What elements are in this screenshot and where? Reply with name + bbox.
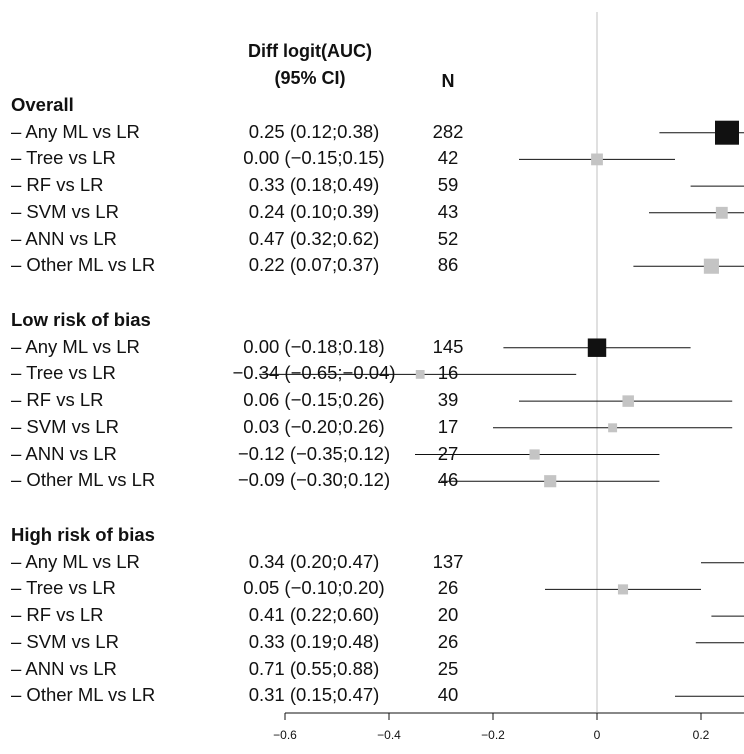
row-estimate-ci: 0.00 (−0.18;0.18) [243, 335, 385, 357]
forest-table: Diff logit(AUC) (95% CI) N Overall – Any … [0, 41, 480, 710]
row-estimate-ci: 0.33 (0.19;0.48) [248, 630, 380, 652]
row-estimate-ci: 0.22 (0.07;0.37) [248, 254, 380, 276]
point-estimate-square [544, 475, 557, 488]
forest-row: – Tree vs LR 0.05 (−0.10;0.20) 26 [0, 577, 480, 603]
row-estimate-ci: 0.47 (0.32;0.62) [248, 227, 380, 249]
forest-row: – SVM vs LR 0.24 (0.10;0.39) 43 [0, 201, 480, 227]
x-tick-label: −0.4 [377, 728, 401, 742]
diff-logit-header-line2: (95% CI) [274, 68, 346, 88]
forest-row: – ANN vs LR 0.71 (0.55;0.88) 25 [0, 658, 480, 684]
x-tick-label: 0 [594, 728, 601, 742]
row-label: – RF vs LR [11, 174, 104, 196]
forest-row: – SVM vs LR 0.03 (−0.20;0.26) 17 [0, 416, 480, 442]
row-n: 26 [437, 577, 459, 599]
row-label: – ANN vs LR [11, 442, 117, 464]
row-estimate-ci: 0.03 (−0.20;0.26) [243, 415, 385, 437]
row-n: 26 [437, 630, 459, 652]
row-label: – ANN vs LR [11, 657, 117, 679]
row-label: – Tree vs LR [11, 147, 116, 169]
forest-row: – RF vs LR 0.33 (0.18;0.49) 59 [0, 174, 480, 200]
row-label: – SVM vs LR [11, 630, 119, 652]
point-estimate-square [529, 449, 540, 460]
n-header: N [441, 71, 455, 91]
row-n: 137 [432, 550, 464, 572]
row-n: 46 [437, 469, 459, 491]
row-label: – Tree vs LR [11, 362, 116, 384]
x-tick-label: 0.2 [693, 728, 710, 742]
group-title: Low risk of bias [11, 309, 151, 330]
point-estimate-square [591, 153, 603, 166]
point-estimate-square [415, 370, 425, 379]
forest-row: – ANN vs LR 0.47 (0.32;0.62) 52 [0, 228, 480, 254]
row-n: 25 [437, 657, 459, 679]
row-n: 52 [437, 227, 459, 249]
forest-row: – Any ML vs LR 0.34 (0.20;0.47) 137 [0, 551, 480, 577]
diff-logit-header-line1: Diff logit(AUC) [248, 41, 372, 61]
row-label: – RF vs LR [11, 604, 104, 626]
x-tick-label: −0.6 [273, 728, 297, 742]
row-n: 40 [437, 684, 459, 706]
point-estimate-square [622, 395, 634, 407]
row-estimate-ci: −0.34 (−0.65;−0.04) [232, 362, 396, 384]
forest-row: – ANN vs LR −0.12 (−0.35;0.12) 27 [0, 443, 480, 469]
row-label: – Other ML vs LR [11, 684, 156, 706]
row-label: – RF vs LR [11, 389, 104, 411]
row-estimate-ci: 0.00 (−0.15;0.15) [243, 147, 385, 169]
row-n: 43 [437, 200, 459, 222]
forest-row: – RF vs LR 0.41 (0.22;0.60) 20 [0, 604, 480, 630]
row-n: 42 [437, 147, 459, 169]
row-estimate-ci: 0.41 (0.22;0.60) [248, 604, 380, 626]
point-estimate-square [617, 584, 629, 595]
point-estimate-square [715, 206, 728, 219]
row-n: 86 [437, 254, 459, 276]
forest-row: – Any ML vs LR 0.00 (−0.18;0.18) 145 [0, 336, 480, 362]
row-label: – ANN vs LR [11, 227, 117, 249]
group-title: High risk of bias [11, 524, 155, 545]
row-n: 17 [437, 415, 459, 437]
row-n: 27 [437, 442, 459, 464]
row-label: – Any ML vs LR [11, 120, 140, 142]
group-title: Overall [11, 94, 74, 115]
forest-row: – Other ML vs LR 0.31 (0.15;0.47) 40 [0, 684, 480, 710]
point-estimate-square [608, 423, 618, 433]
row-estimate-ci: 0.05 (−0.10;0.20) [243, 577, 385, 599]
row-estimate-ci: −0.09 (−0.30;0.12) [237, 469, 391, 491]
row-estimate-ci: 0.71 (0.55;0.88) [248, 657, 380, 679]
row-label: – SVM vs LR [11, 415, 119, 437]
row-n: 16 [437, 362, 459, 384]
row-n: 282 [432, 120, 464, 142]
row-estimate-ci: 0.34 (0.20;0.47) [248, 550, 380, 572]
row-label: – SVM vs LR [11, 200, 119, 222]
forest-row: – Tree vs LR 0.00 (−0.15;0.15) 42 [0, 147, 480, 173]
forest-row: – Other ML vs LR 0.22 (0.07;0.37) 86 [0, 254, 480, 280]
row-label: – Any ML vs LR [11, 550, 140, 572]
row-estimate-ci: 0.31 (0.15;0.47) [248, 684, 380, 706]
row-label: – Other ML vs LR [11, 469, 156, 491]
forest-row: – RF vs LR 0.06 (−0.15;0.26) 39 [0, 389, 480, 415]
forest-row: – Tree vs LR −0.34 (−0.65;−0.04) 16 [0, 362, 480, 388]
x-tick-label: −0.2 [481, 728, 505, 742]
row-label: – Any ML vs LR [11, 335, 140, 357]
row-estimate-ci: −0.12 (−0.35;0.12) [237, 442, 391, 464]
point-estimate-square [703, 258, 719, 274]
row-estimate-ci: 0.06 (−0.15;0.26) [243, 389, 385, 411]
row-label: – Tree vs LR [11, 577, 116, 599]
row-n: 59 [437, 174, 459, 196]
row-n: 20 [437, 604, 459, 626]
forest-row: – Other ML vs LR −0.09 (−0.30;0.12) 46 [0, 469, 480, 495]
row-n: 145 [432, 335, 464, 357]
forest-row: – Any ML vs LR 0.25 (0.12;0.38) 282 [0, 121, 480, 147]
row-estimate-ci: 0.25 (0.12;0.38) [248, 120, 380, 142]
forest-row: – SVM vs LR 0.33 (0.19;0.48) 26 [0, 631, 480, 657]
row-estimate-ci: 0.33 (0.18;0.49) [248, 174, 380, 196]
point-estimate-square [587, 338, 607, 357]
row-estimate-ci: 0.24 (0.10;0.39) [248, 200, 380, 222]
point-estimate-square [715, 120, 739, 145]
row-label: – Other ML vs LR [11, 254, 156, 276]
row-n: 39 [437, 389, 459, 411]
